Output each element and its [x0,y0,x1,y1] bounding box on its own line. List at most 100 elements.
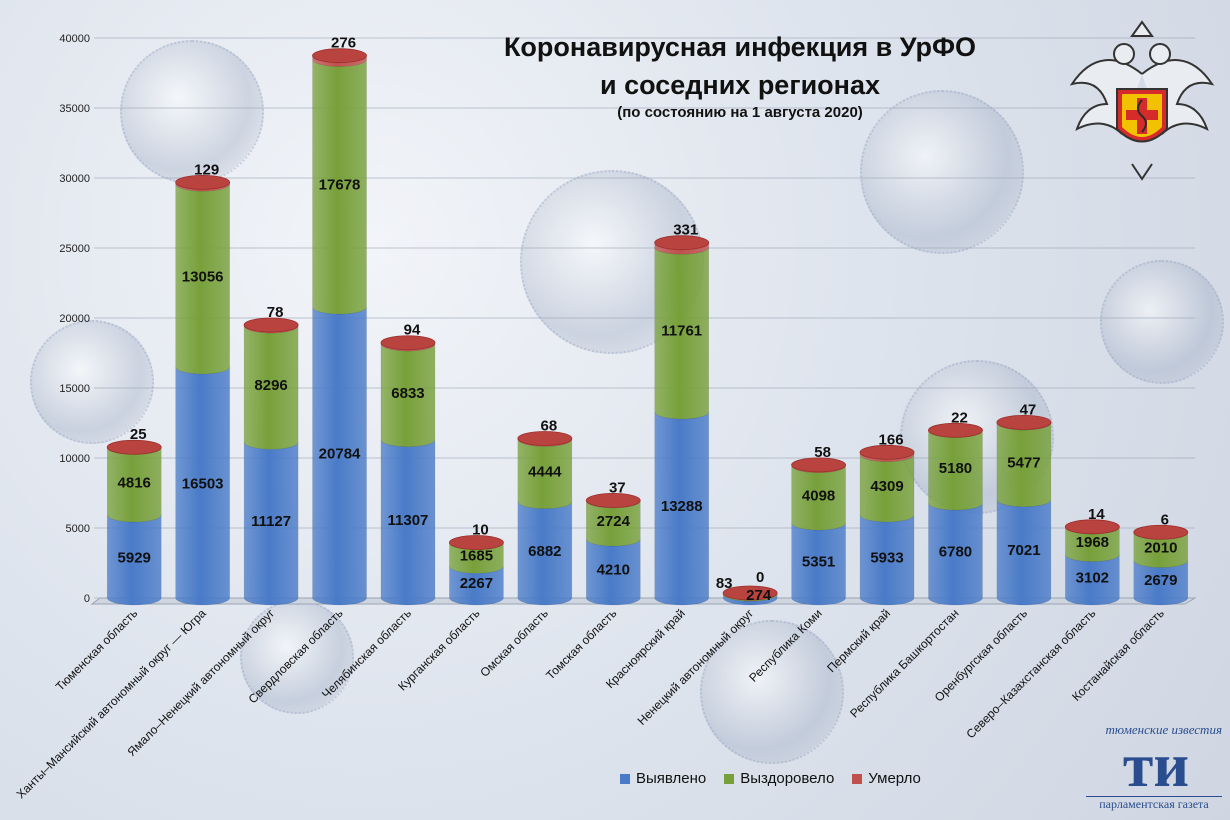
value-label-died: 78 [267,304,284,321]
chart-legend: Выявлено Выздоровело Умерло [620,770,921,787]
background-virus [30,320,154,444]
y-tick-label: 10000 [59,453,90,465]
bar-top-cap [312,48,367,64]
value-label-recovered: 6833 [391,385,424,402]
x-tick-label: Ненецкий автономный округ [635,606,757,728]
value-label-detected: 5351 [802,554,835,571]
value-label-detected: 4210 [597,562,630,579]
legend-item-died: Умерло [852,770,921,787]
x-tick-label: Республика Коми [746,606,824,684]
value-label-recovered: 17678 [319,176,361,193]
value-label-recovered: 4444 [528,464,562,481]
background-virus [700,620,844,764]
value-label-recovered: 4098 [802,487,835,504]
value-label-died: 68 [541,417,558,434]
value-label-died: 276 [331,35,356,52]
value-label-died: 166 [879,431,904,448]
value-label-detected: 20784 [319,446,361,463]
bar-top-cap [928,422,983,438]
value-label-detected: 274 [746,587,772,604]
legend-item-detected: Выявлено [620,770,706,787]
value-label-died: 58 [814,444,831,461]
x-tick-label: Пермский край [824,606,893,675]
value-label-died: 14 [1088,506,1105,523]
value-label-recovered: 1968 [1076,534,1109,551]
value-label-died: 22 [951,409,968,426]
bar-top-cap [1133,524,1189,540]
value-label-recovered: 1685 [460,547,493,564]
legend-swatch-recovered [724,773,735,784]
value-label-died: 0 [756,569,764,586]
chart-subtitle: (по состоянию на 1 августа 2020) [617,104,863,121]
value-label-detected: 5933 [870,549,903,566]
publisher-logo-top-text: тюменские известия [1105,722,1222,737]
y-tick-label: 20000 [59,313,90,325]
value-label-detected: 6780 [939,544,972,561]
value-label-detected: 11307 [388,512,429,529]
value-label-recovered: 5477 [1007,454,1040,471]
value-label-died: 6 [1161,511,1169,528]
value-label-recovered: 4309 [870,478,903,495]
value-label-detected: 7021 [1007,542,1040,559]
chart-title: Коронавирусная инфекция в УрФО и соседни… [480,28,1000,104]
value-label-recovered: 2724 [597,513,631,530]
value-label-recovered: 8296 [254,377,287,394]
legend-item-recovered: Выздоровело [724,770,834,787]
bar-top-cap [243,317,299,333]
y-tick-label: 40000 [59,33,90,45]
value-label-recovered: 11761 [661,323,702,340]
value-label-died: 37 [609,479,626,496]
bar-top-cap [517,431,573,446]
y-tick-label: 0 [84,593,90,605]
value-label-detected: 2679 [1144,572,1177,589]
value-label-recovered: 83 [716,575,733,592]
bar-top-cap [175,174,231,190]
value-label-detected: 6882 [528,543,561,560]
y-tick-label: 30000 [59,173,90,185]
y-tick-label: 25000 [59,243,90,255]
bar-top-cap [654,235,710,251]
value-label-detected: 13288 [661,498,703,515]
value-label-died: 25 [130,426,147,443]
bar-top-cap [722,585,778,601]
value-label-recovered: 5180 [939,460,972,477]
bar-top-cap [380,335,436,351]
bar-top-cap [996,414,1052,430]
bar-top-cap [1064,519,1120,535]
value-label-recovered: 4816 [118,474,151,491]
value-label-detected: 11127 [251,513,291,530]
value-label-detected: 2267 [460,575,493,592]
bar-top-cap [449,535,504,550]
y-tick-label: 35000 [59,103,90,115]
legend-swatch-died [852,773,863,784]
legend-label-detected: Выявлено [636,770,707,787]
bar-top-cap [585,493,641,508]
bar-top-cap [791,457,846,473]
x-tick-label: Республика Башкортостан [847,606,961,720]
x-tick-label: Ямало–Ненецкий автономный округ [124,606,277,759]
chart-title-line1: Коронавирусная инфекция в УрФО [503,32,977,62]
background-virus [860,90,1024,254]
publisher-logo: тюменские известия ти парламентская газе… [1086,722,1222,812]
legend-label-died: Умерло [868,770,921,787]
value-label-died: 94 [404,322,421,339]
value-label-recovered: 13056 [182,269,224,286]
rospotrebnadzor-emblem-icon [1069,20,1215,181]
y-tick-label: 5000 [66,523,90,535]
value-label-detected: 16503 [182,475,224,492]
value-label-detected: 3102 [1076,569,1109,586]
publisher-logo-mark: ти [1122,732,1190,800]
bar-top-cap [859,444,915,460]
publisher-logo-bottom-text: парламентская газета [1086,796,1222,812]
legend-swatch-detected [620,773,630,784]
chart-title-line2: и соседних регионах [599,70,881,100]
x-tick-label: Северо–Казахстанская область [963,606,1098,741]
x-tick-label: Томская область [543,606,619,682]
x-tick-label: Омская область [477,606,551,680]
value-label-died: 47 [1020,401,1037,418]
y-tick-label: 15000 [59,383,90,395]
value-label-detected: 5929 [118,549,151,566]
value-label-died: 10 [472,522,489,539]
background-virus [1100,260,1224,384]
